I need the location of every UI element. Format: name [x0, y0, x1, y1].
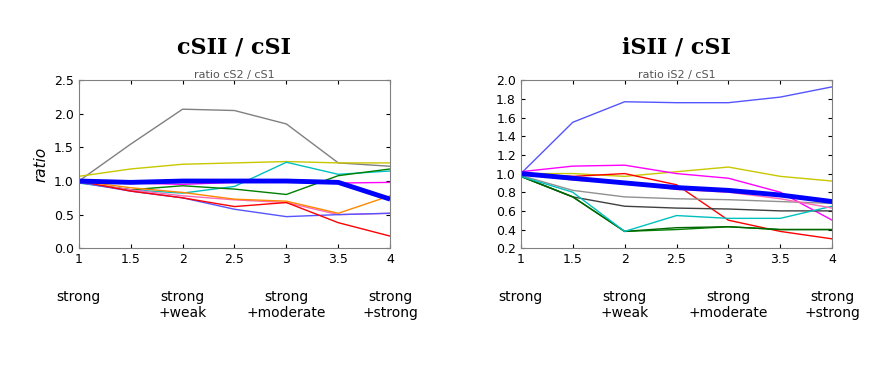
Text: strong: strong: [498, 290, 543, 304]
Text: strong
+weak: strong +weak: [159, 290, 207, 320]
Y-axis label: ratio: ratio: [33, 147, 48, 182]
Text: strong
+moderate: strong +moderate: [689, 290, 768, 320]
Title: ratio cS2 / cS1: ratio cS2 / cS1: [194, 69, 275, 80]
Text: iSII / cSI: iSII / cSI: [622, 36, 731, 58]
Text: strong
+strong: strong +strong: [362, 290, 418, 320]
Text: strong
+moderate: strong +moderate: [247, 290, 326, 320]
Text: strong
+weak: strong +weak: [601, 290, 649, 320]
Title: ratio iS2 / cS1: ratio iS2 / cS1: [638, 69, 716, 80]
Text: cSII / cSI: cSII / cSI: [178, 36, 292, 58]
Text: strong
+strong: strong +strong: [804, 290, 860, 320]
Text: strong: strong: [57, 290, 101, 304]
